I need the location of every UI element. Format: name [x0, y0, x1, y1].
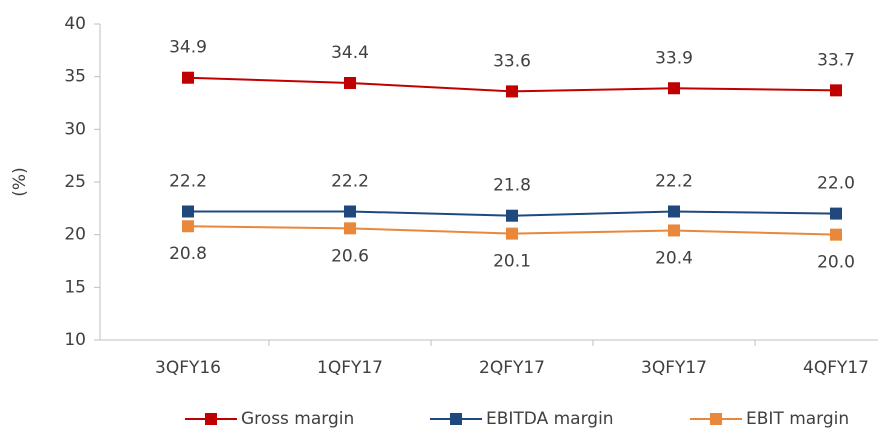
marker: [668, 205, 680, 218]
legend-label: Gross margin: [241, 409, 354, 429]
data-label: 21.8: [493, 176, 531, 196]
data-label: 33.9: [655, 48, 693, 68]
data-label: 22.0: [817, 174, 855, 194]
marker: [830, 84, 842, 97]
legend-marker: [205, 413, 217, 425]
y-tick-label: 15: [64, 277, 86, 297]
marker: [830, 228, 842, 241]
data-label: 22.2: [331, 171, 369, 191]
legend-label: EBIT margin: [746, 409, 849, 429]
legend-label: EBITDA margin: [486, 409, 614, 429]
data-label: 20.1: [493, 252, 531, 272]
y-tick-label: 25: [64, 172, 86, 192]
marker: [182, 71, 194, 84]
marker: [344, 222, 356, 235]
x-tick-label: 2QFY17: [479, 358, 545, 378]
marker: [182, 205, 194, 218]
y-tick-label: 10: [64, 330, 86, 350]
data-label: 20.0: [817, 253, 855, 273]
marker: [506, 209, 518, 222]
marker: [830, 207, 842, 220]
marker: [506, 85, 518, 98]
marker: [668, 224, 680, 237]
y-tick-label: 20: [64, 225, 86, 245]
x-tick-label: 3QFY17: [641, 358, 707, 378]
data-label: 33.6: [493, 51, 531, 71]
data-label: 20.6: [331, 246, 369, 266]
data-label: 34.9: [169, 38, 207, 58]
data-label: 22.2: [655, 171, 693, 191]
data-label: 34.4: [331, 43, 369, 63]
marker: [668, 82, 680, 95]
y-tick-label: 30: [64, 119, 86, 139]
x-tick-label: 4QFY17: [803, 358, 869, 378]
x-tick-label: 3QFY16: [155, 358, 221, 378]
data-label: 22.2: [169, 171, 207, 191]
y-axis-title: (%): [10, 167, 30, 196]
x-tick-label: 1QFY17: [317, 358, 383, 378]
y-tick-label: 40: [64, 14, 86, 34]
data-label: 33.7: [817, 50, 855, 70]
y-tick-label: 35: [64, 67, 86, 87]
data-label: 20.8: [169, 244, 207, 264]
marker: [344, 76, 356, 89]
legend-marker: [450, 413, 462, 425]
data-label: 20.4: [655, 248, 693, 268]
marker: [344, 205, 356, 218]
legend-marker: [710, 413, 722, 425]
marker: [182, 220, 194, 233]
marker: [506, 227, 518, 240]
